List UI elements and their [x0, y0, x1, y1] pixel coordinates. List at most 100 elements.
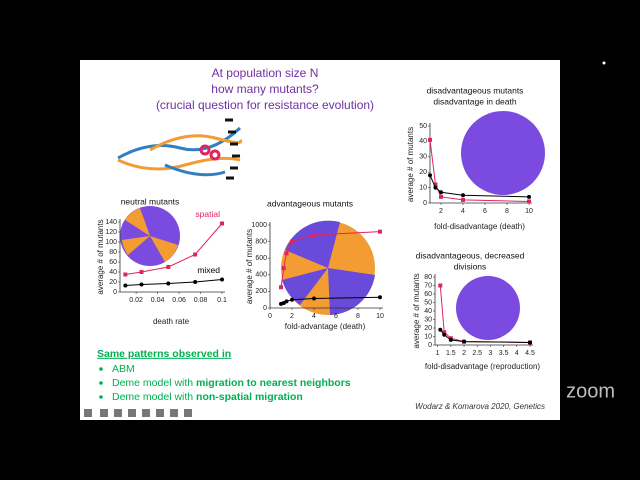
marker [220, 221, 224, 226]
disc-images [120, 111, 545, 340]
chart-title: disadvantageous, decreased [416, 250, 525, 260]
y-tick-label: 400 [255, 272, 267, 279]
y-tick-label: 200 [255, 288, 267, 295]
x-tick-label: 1.5 [446, 350, 456, 357]
series-line [280, 231, 381, 288]
marker [284, 251, 289, 256]
marker [193, 280, 198, 284]
y-tick-label: 40 [424, 308, 432, 315]
y-tick-label: 20 [424, 325, 432, 332]
y-tick-label: 600 [255, 255, 267, 262]
marker [166, 281, 171, 286]
tool-icon[interactable] [142, 409, 150, 417]
marker [312, 232, 316, 237]
marker [461, 197, 465, 202]
y-tick-label: 20 [419, 169, 427, 176]
x-tick-label: 4.5 [525, 350, 535, 357]
x-axis-label: fold-disadvantage (death) [434, 222, 525, 231]
x-tick-label: 0.08 [194, 297, 208, 304]
marker [439, 194, 443, 199]
x-tick-label: 10 [525, 208, 533, 215]
marker [378, 295, 382, 300]
y-tick-label: 0 [263, 305, 267, 312]
marker [428, 173, 432, 178]
marker [438, 327, 443, 332]
x-tick-label: 3.5 [499, 350, 509, 357]
marker [442, 332, 447, 337]
bullet-text: Deme model with non-spatial migration [112, 391, 303, 403]
tool-icon[interactable] [170, 409, 178, 417]
citation: Wodarz & Komarova 2020, Genetics [415, 402, 545, 411]
y-tick-label: 30 [424, 316, 432, 323]
marker [284, 299, 289, 304]
slide-title: how many mutants? [211, 82, 319, 96]
tool-icon[interactable] [128, 409, 136, 417]
x-tick-label: 2.5 [472, 350, 482, 357]
x-tick-label: 10 [376, 313, 384, 320]
y-tick-label: 80 [424, 274, 432, 281]
tool-icon[interactable] [156, 409, 164, 417]
y-tick-label: 60 [109, 259, 117, 266]
y-tick-label: 1000 [251, 222, 267, 229]
watermark: zoom [566, 380, 615, 402]
x-tick-label: 3 [488, 350, 492, 357]
summary-heading: Same patterns observed in [97, 348, 231, 360]
marker [166, 265, 171, 269]
y-tick-label: 60 [424, 291, 432, 298]
x-tick-label: 0.06 [172, 297, 186, 304]
x-tick-label: 4 [312, 313, 316, 320]
chart-title: disadvantageous mutants [427, 85, 524, 95]
bullet-text: ABM [112, 363, 135, 375]
tool-icon[interactable] [100, 409, 108, 417]
y-tick-label: 0 [113, 289, 117, 296]
tool-icon[interactable] [84, 409, 92, 417]
y-tick-label: 120 [105, 229, 117, 236]
bullet-text-part: Deme model with [112, 391, 196, 403]
marker [527, 199, 531, 204]
x-tick-label: 6 [483, 208, 487, 215]
marker [281, 266, 286, 271]
slide-title: At population size N [212, 66, 319, 80]
marker [312, 296, 316, 301]
y-tick-label: 0 [428, 342, 432, 349]
series-label: mixed [197, 265, 220, 275]
marker [433, 185, 438, 190]
x-tick-label: 2 [439, 208, 443, 215]
y-tick-label: 40 [419, 138, 427, 145]
y-tick-label: 80 [109, 249, 117, 256]
bullet-bold-part: migration to nearest neighbors [196, 377, 351, 389]
toolbar [84, 409, 192, 417]
bullet-text-part: ABM [112, 363, 135, 375]
chart-title: disadvantage in death [433, 96, 516, 106]
marker [139, 282, 144, 287]
marker [461, 193, 465, 198]
marker [528, 340, 532, 345]
marker [527, 194, 531, 199]
x-tick-label: 0.04 [151, 297, 165, 304]
y-axis-label: average # of mutants [245, 229, 254, 304]
x-tick-label: 8 [356, 313, 360, 320]
marker [139, 270, 144, 274]
bullet-text: Deme model with migration to nearest nei… [112, 377, 351, 389]
marker [448, 337, 453, 342]
x-tick-label: 0 [268, 313, 272, 320]
y-tick-label: 50 [419, 123, 427, 130]
marker [462, 339, 467, 344]
y-tick-label: 20 [109, 279, 117, 286]
tool-icon[interactable] [184, 409, 192, 417]
bullet-bold-part: non-spatial migration [196, 391, 303, 403]
x-tick-label: 6 [334, 313, 338, 320]
x-axis-label: death rate [153, 317, 190, 326]
chart-title: advantageous mutants [267, 198, 353, 208]
y-axis-label: average # of mutants [412, 273, 421, 348]
marker [290, 297, 294, 302]
y-tick-label: 0 [423, 200, 427, 207]
bullet-dot [99, 381, 103, 385]
marker [439, 190, 443, 195]
cursor-dot [602, 61, 606, 65]
x-tick-label: 4 [461, 208, 465, 215]
y-axis-label: average # of mutants [96, 219, 105, 294]
tool-icon[interactable] [114, 409, 122, 417]
marker [279, 285, 283, 290]
